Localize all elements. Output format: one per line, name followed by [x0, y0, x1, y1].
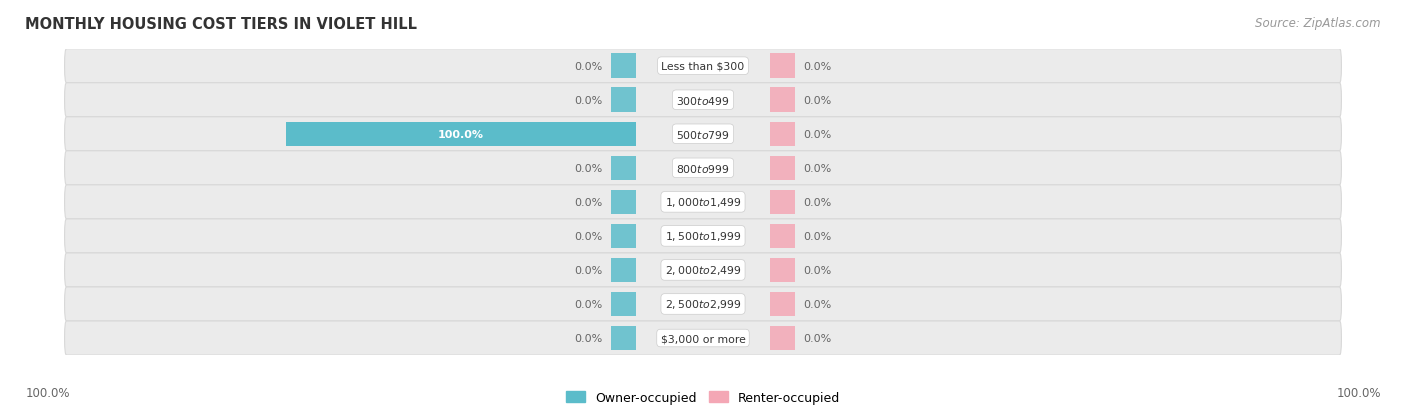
Text: 0.0%: 0.0% — [575, 333, 603, 343]
Bar — [612, 190, 637, 215]
FancyBboxPatch shape — [65, 185, 1341, 219]
Bar — [769, 190, 794, 215]
Text: 0.0%: 0.0% — [575, 265, 603, 275]
Text: $800 to $999: $800 to $999 — [676, 162, 730, 174]
Text: 0.0%: 0.0% — [803, 197, 831, 207]
Text: $500 to $799: $500 to $799 — [676, 128, 730, 140]
Bar — [612, 122, 637, 147]
Text: 0.0%: 0.0% — [803, 333, 831, 343]
Text: 100.0%: 100.0% — [439, 129, 484, 140]
Bar — [612, 156, 637, 180]
FancyBboxPatch shape — [65, 152, 1341, 185]
Bar — [769, 258, 794, 282]
Bar — [612, 258, 637, 282]
Text: 0.0%: 0.0% — [575, 62, 603, 71]
Text: Less than $300: Less than $300 — [661, 62, 745, 71]
Text: 0.0%: 0.0% — [575, 95, 603, 105]
Text: $1,500 to $1,999: $1,500 to $1,999 — [665, 230, 741, 243]
Bar — [769, 122, 794, 147]
Bar — [612, 326, 637, 350]
Bar — [769, 55, 794, 79]
Text: 0.0%: 0.0% — [575, 164, 603, 173]
Bar — [612, 224, 637, 249]
Text: $300 to $499: $300 to $499 — [676, 95, 730, 107]
Bar — [612, 292, 637, 316]
Text: 0.0%: 0.0% — [803, 129, 831, 140]
FancyBboxPatch shape — [65, 253, 1341, 287]
Text: $2,500 to $2,999: $2,500 to $2,999 — [665, 298, 741, 311]
Text: 0.0%: 0.0% — [803, 299, 831, 309]
Text: 100.0%: 100.0% — [25, 386, 70, 399]
FancyBboxPatch shape — [65, 321, 1341, 355]
Bar — [612, 88, 637, 113]
Bar — [769, 156, 794, 180]
Text: 0.0%: 0.0% — [803, 265, 831, 275]
FancyBboxPatch shape — [65, 219, 1341, 253]
Bar — [769, 224, 794, 249]
FancyBboxPatch shape — [65, 83, 1341, 117]
Text: 0.0%: 0.0% — [575, 299, 603, 309]
Text: 0.0%: 0.0% — [803, 164, 831, 173]
Text: $1,000 to $1,499: $1,000 to $1,499 — [665, 196, 741, 209]
Bar — [769, 292, 794, 316]
Text: 0.0%: 0.0% — [803, 95, 831, 105]
Bar — [769, 88, 794, 113]
Bar — [612, 55, 637, 79]
Text: 0.0%: 0.0% — [575, 197, 603, 207]
Text: 0.0%: 0.0% — [803, 231, 831, 241]
FancyBboxPatch shape — [65, 287, 1341, 321]
Text: MONTHLY HOUSING COST TIERS IN VIOLET HILL: MONTHLY HOUSING COST TIERS IN VIOLET HIL… — [25, 17, 418, 31]
Bar — [769, 326, 794, 350]
Text: Source: ZipAtlas.com: Source: ZipAtlas.com — [1256, 17, 1381, 29]
Text: 0.0%: 0.0% — [575, 231, 603, 241]
Legend: Owner-occupied, Renter-occupied: Owner-occupied, Renter-occupied — [567, 391, 839, 404]
Text: 100.0%: 100.0% — [1336, 386, 1381, 399]
Bar — [285, 122, 637, 147]
Text: $3,000 or more: $3,000 or more — [661, 333, 745, 343]
FancyBboxPatch shape — [65, 50, 1341, 83]
Text: $2,000 to $2,499: $2,000 to $2,499 — [665, 264, 741, 277]
Text: 0.0%: 0.0% — [803, 62, 831, 71]
FancyBboxPatch shape — [65, 117, 1341, 152]
